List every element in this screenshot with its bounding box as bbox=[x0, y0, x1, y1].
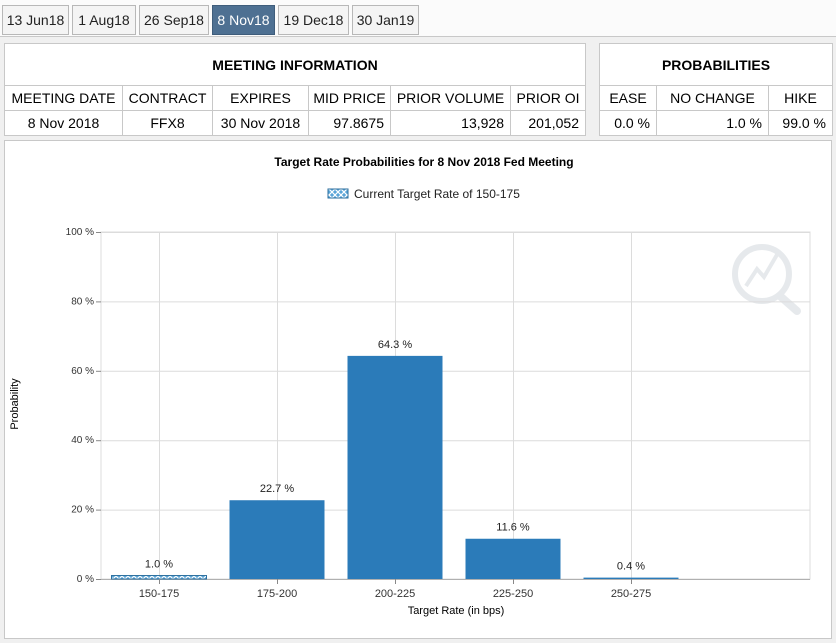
bar-200-225[interactable] bbox=[347, 355, 443, 579]
probabilities-title: PROBABILITIES bbox=[600, 44, 832, 86]
watermark-logo-icon bbox=[732, 244, 801, 315]
y-tick-label: 60 % bbox=[71, 366, 94, 377]
value-hike: 99.0 % bbox=[782, 115, 826, 131]
col-hike: HIKE bbox=[784, 90, 817, 106]
chart-title: Target Rate Probabilities for 8 Nov 2018… bbox=[274, 155, 573, 169]
col-prior-oi: PRIOR OI bbox=[516, 90, 580, 106]
col-contract: CONTRACT bbox=[123, 86, 213, 110]
col-expires: EXPIRES bbox=[213, 86, 309, 110]
tab-1-aug18[interactable]: 1 Aug18 bbox=[72, 5, 136, 35]
value-no-change: 1.0 % bbox=[657, 111, 769, 136]
legend-label[interactable]: Current Target Rate of 150-175 bbox=[354, 187, 520, 201]
data-label-250-275: 0.4 % bbox=[617, 561, 645, 573]
tab-8-nov18[interactable]: 8 Nov18 bbox=[212, 5, 275, 35]
y-axis-ticks: 0 % 20 % 40 % 60 % 80 % 100 % bbox=[66, 227, 101, 585]
probabilities-header-row: EASE NO CHANGE HIKE bbox=[600, 86, 832, 111]
x-tick-label-150-175: 150-175 bbox=[139, 588, 179, 600]
bar-175-200[interactable] bbox=[229, 500, 325, 579]
meeting-information-header-row: MEETING DATE CONTRACT EXPIRES MID PRICE … bbox=[5, 86, 585, 111]
col-mid-price: MID PRICE bbox=[309, 86, 391, 110]
data-label-175-200: 22.7 % bbox=[260, 483, 294, 495]
x-axis-label: Target Rate (in bps) bbox=[408, 605, 505, 617]
probability-chart: Target Rate Probabilities for 8 Nov 2018… bbox=[9, 155, 811, 617]
y-tick-label: 40 % bbox=[71, 435, 94, 446]
y-tick-label: 20 % bbox=[71, 505, 94, 516]
y-tick-label: 100 % bbox=[66, 227, 94, 238]
col-ease: EASE bbox=[600, 86, 657, 110]
meeting-information-panel: MEETING INFORMATION MEETING DATE CONTRAC… bbox=[4, 43, 586, 136]
data-label-150-175: 1.0 % bbox=[145, 559, 173, 571]
chart-data-labels: 1.0 % 22.7 % 64.3 % 11.6 % 0.4 % bbox=[145, 339, 645, 573]
value-mid-price: 97.8675 bbox=[309, 111, 391, 136]
y-tick-label: 0 % bbox=[77, 574, 94, 585]
x-tick-label-250-275: 250-275 bbox=[611, 588, 651, 600]
chart-panel: Target Rate Probabilities for 8 Nov 2018… bbox=[4, 140, 832, 639]
probabilities-panel: PROBABILITIES EASE NO CHANGE HIKE 0.0 % … bbox=[599, 43, 833, 136]
value-ease: 0.0 % bbox=[600, 111, 657, 136]
value-expires: 30 Nov 2018 bbox=[213, 111, 309, 136]
meeting-tabs: 13 Jun18 1 Aug18 26 Sep18 8 Nov18 19 Dec… bbox=[0, 0, 836, 37]
chart-bars bbox=[111, 355, 679, 580]
value-contract: FFX8 bbox=[123, 111, 213, 136]
x-tick-label-200-225: 200-225 bbox=[375, 588, 415, 600]
value-prior-oi: 201,052 bbox=[528, 115, 579, 131]
probabilities-value-row: 0.0 % 1.0 % 99.0 % bbox=[600, 111, 832, 136]
data-label-225-250: 11.6 % bbox=[496, 522, 530, 534]
col-meeting-date: MEETING DATE bbox=[5, 86, 123, 110]
value-meeting-date: 8 Nov 2018 bbox=[5, 111, 123, 136]
col-prior-volume: PRIOR VOLUME bbox=[391, 86, 511, 110]
tab-30-jan19[interactable]: 30 Jan19 bbox=[352, 5, 419, 35]
bar-250-275[interactable] bbox=[583, 577, 679, 579]
bar-150-175[interactable] bbox=[111, 575, 207, 580]
bar-225-250[interactable] bbox=[465, 538, 561, 579]
meeting-information-title: MEETING INFORMATION bbox=[5, 44, 585, 86]
tab-19-dec18[interactable]: 19 Dec18 bbox=[278, 5, 349, 35]
plot-frame bbox=[100, 231, 811, 580]
x-axis-ticks: 150-175 175-200 200-225 225-250 250-275 bbox=[139, 579, 651, 600]
x-tick-label-225-250: 225-250 bbox=[493, 588, 533, 600]
value-prior-volume: 13,928 bbox=[391, 111, 511, 136]
tab-26-sep18[interactable]: 26 Sep18 bbox=[139, 5, 209, 35]
col-no-change: NO CHANGE bbox=[657, 86, 769, 110]
data-label-200-225: 64.3 % bbox=[378, 339, 412, 351]
chart-grid bbox=[100, 231, 811, 580]
legend-swatch bbox=[327, 188, 349, 199]
x-tick-label-175-200: 175-200 bbox=[257, 588, 297, 600]
y-tick-label: 80 % bbox=[71, 296, 94, 307]
meeting-information-value-row: 8 Nov 2018 FFX8 30 Nov 2018 97.8675 13,9… bbox=[5, 111, 585, 136]
y-axis-label: Probability bbox=[9, 378, 21, 430]
tab-13-jun18[interactable]: 13 Jun18 bbox=[2, 5, 69, 35]
